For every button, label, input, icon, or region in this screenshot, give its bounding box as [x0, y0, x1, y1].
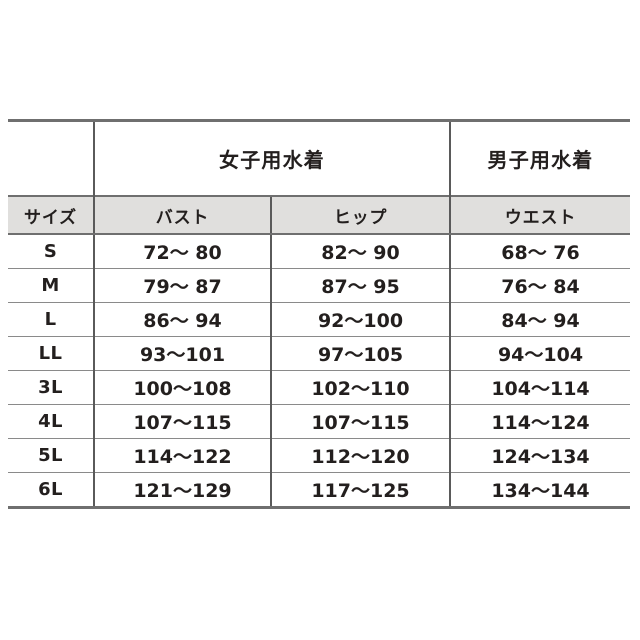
cell-hip: 87〜 95: [270, 268, 450, 303]
table-row: 3L 100〜108 102〜110 104〜114: [8, 370, 630, 405]
group-header-womens-swimwear: 女子用水着: [93, 119, 450, 196]
cell-bust: 72〜 80: [93, 234, 271, 269]
column-header-waist: ウエスト: [449, 195, 630, 235]
cell-waist: 84〜 94: [449, 302, 630, 337]
cell-hip: 82〜 90: [270, 234, 450, 269]
table-header: 女子用水着 男子用水着 サイズ バスト ヒップ ウエスト: [8, 119, 630, 235]
cell-waist: 68〜 76: [449, 234, 630, 269]
table-row: 5L 114〜122 112〜120 124〜134: [8, 438, 630, 473]
cell-waist: 134〜144: [449, 472, 630, 509]
cell-bust: 93〜101: [93, 336, 271, 371]
cell-waist: 76〜 84: [449, 268, 630, 303]
column-header-hip: ヒップ: [270, 195, 450, 235]
column-header-bust: バスト: [93, 195, 271, 235]
cell-waist: 124〜134: [449, 438, 630, 473]
cell-waist: 104〜114: [449, 370, 630, 405]
cell-bust: 107〜115: [93, 404, 271, 439]
group-header-blank: [8, 119, 94, 196]
table-row: LL 93〜101 97〜105 94〜104: [8, 336, 630, 371]
column-header-size: サイズ: [8, 195, 94, 235]
group-header-row: 女子用水着 男子用水着: [8, 119, 630, 196]
cell-size: M: [8, 268, 94, 303]
cell-bust: 79〜 87: [93, 268, 271, 303]
cell-hip: 102〜110: [270, 370, 450, 405]
table-row: M 79〜 87 87〜 95 76〜 84: [8, 268, 630, 303]
cell-hip: 97〜105: [270, 336, 450, 371]
size-chart-table: 女子用水着 男子用水着 サイズ バスト ヒップ ウエスト S 72〜 80 82〜 …: [8, 119, 630, 509]
cell-size: 4L: [8, 404, 94, 439]
cell-waist: 94〜104: [449, 336, 630, 371]
table-row: S 72〜 80 82〜 90 68〜 76: [8, 234, 630, 269]
cell-waist: 114〜124: [449, 404, 630, 439]
cell-bust: 114〜122: [93, 438, 271, 473]
cell-hip: 117〜125: [270, 472, 450, 509]
cell-size: L: [8, 302, 94, 337]
cell-hip: 107〜115: [270, 404, 450, 439]
cell-size: 3L: [8, 370, 94, 405]
group-header-mens-swimwear: 男子用水着: [449, 119, 630, 196]
cell-size: LL: [8, 336, 94, 371]
cell-bust: 100〜108: [93, 370, 271, 405]
cell-hip: 92〜100: [270, 302, 450, 337]
cell-hip: 112〜120: [270, 438, 450, 473]
cell-bust: 86〜 94: [93, 302, 271, 337]
table-body: S 72〜 80 82〜 90 68〜 76 M 79〜 87 87〜 95 76〜 84 L 8…: [8, 234, 630, 509]
column-header-row: サイズ バスト ヒップ ウエスト: [8, 195, 630, 235]
table-row: 4L 107〜115 107〜115 114〜124: [8, 404, 630, 439]
table-row: L 86〜 94 92〜100 84〜 94: [8, 302, 630, 337]
table-row: 6L 121〜129 117〜125 134〜144: [8, 472, 630, 509]
cell-size: 5L: [8, 438, 94, 473]
cell-size: S: [8, 234, 94, 269]
cell-size: 6L: [8, 472, 94, 509]
cell-bust: 121〜129: [93, 472, 271, 509]
